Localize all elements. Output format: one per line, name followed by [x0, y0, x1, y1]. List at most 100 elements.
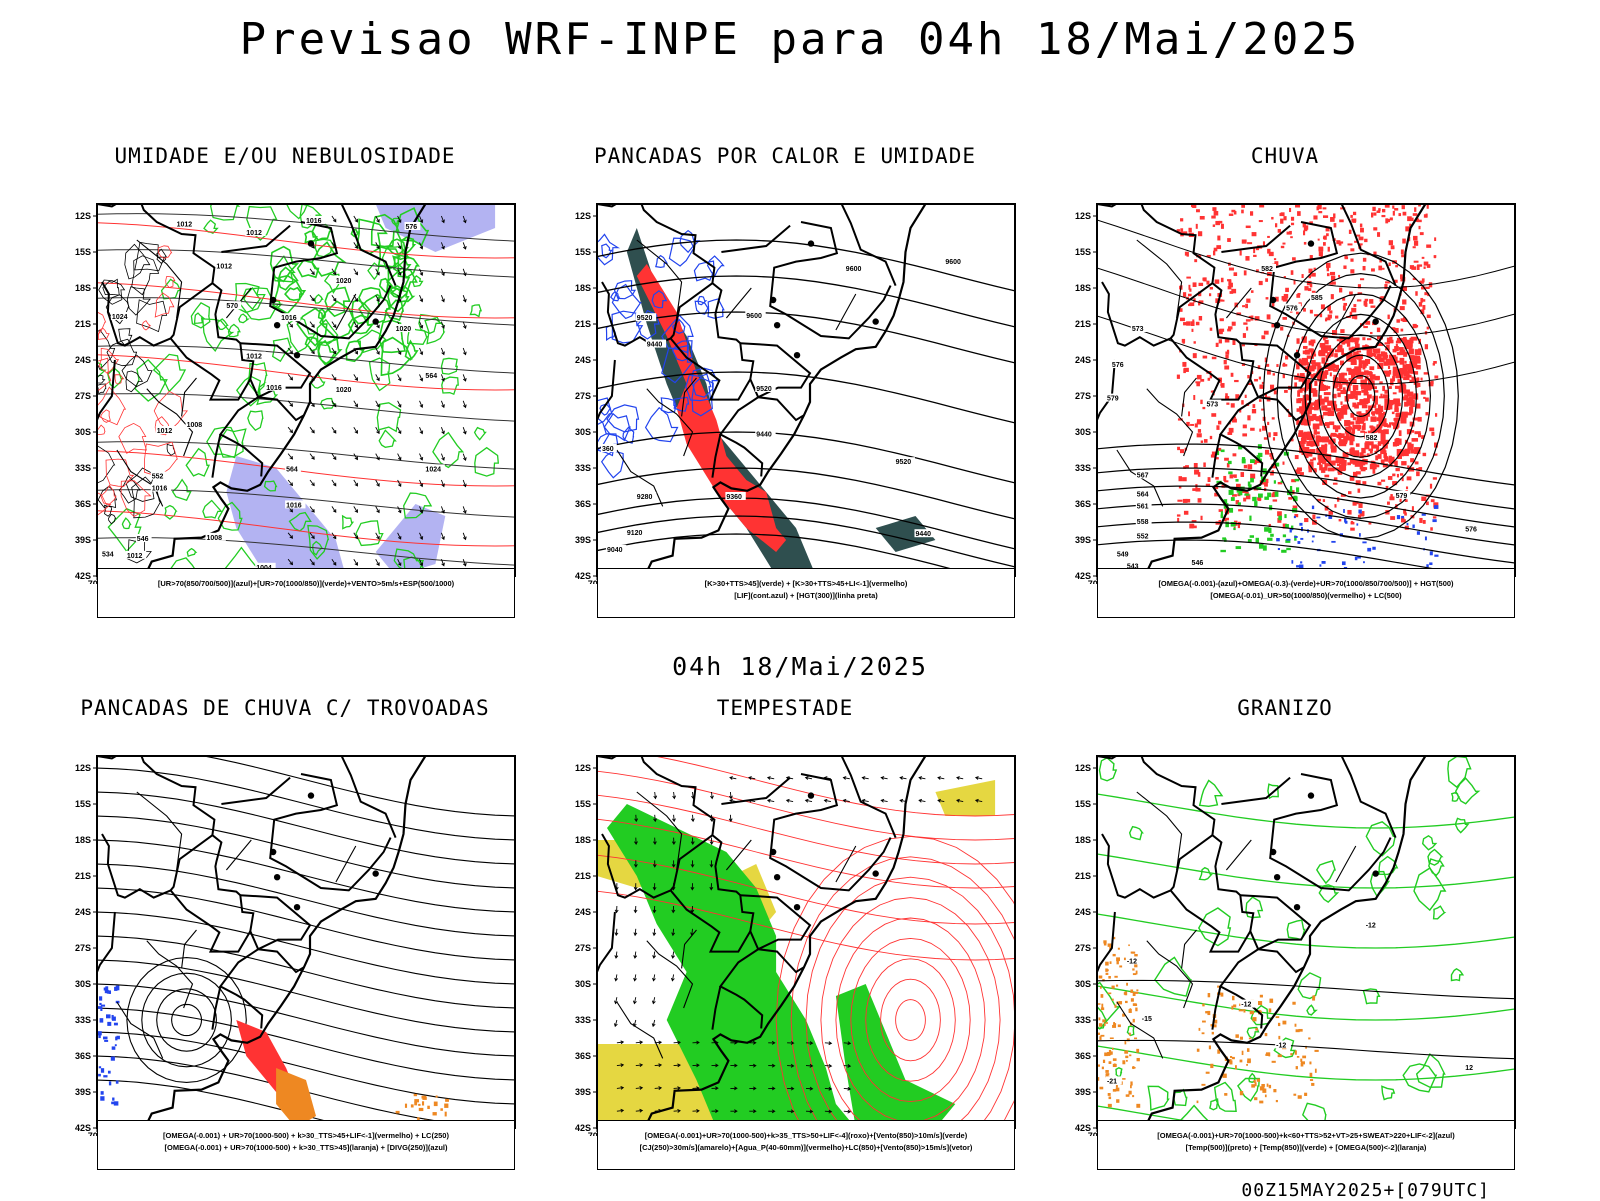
ur-lower-contours-contour [227, 323, 241, 338]
temp850-lines [1097, 793, 1515, 1128]
rain-red-cells-cell [1218, 220, 1223, 224]
rain-red-core-cell [1376, 336, 1383, 340]
omega500-west-cell [1122, 1060, 1126, 1065]
ur-lower-contours-contour [355, 520, 384, 547]
rain-red-core-cell [1349, 458, 1355, 464]
lif-contours-contour [597, 397, 613, 426]
rain-red-core-cell [1371, 404, 1377, 408]
rain-red-cells-cell [1426, 204, 1429, 209]
lat-tick-label: 24S [575, 907, 591, 917]
rain-red-cells-cell [1177, 446, 1181, 451]
rain-red-core-cell [1358, 360, 1366, 365]
hgt300-lines-line [597, 371, 1015, 424]
omega500-west-cell [1112, 953, 1116, 957]
rain-red-cells-cell [1258, 399, 1262, 402]
rain-red-core-cell [1311, 364, 1317, 370]
rain-red-cells-cell [1317, 238, 1320, 241]
ur-lower-contours-contour [432, 431, 465, 469]
rain-red-cells-cell [1371, 268, 1375, 272]
rain-red-cells-cell [1302, 222, 1306, 228]
state-border [1136, 239, 1183, 319]
rain-red-cells-cell [1282, 373, 1285, 379]
rain-red-cells-cell [1236, 312, 1242, 316]
rain-red-cells-cell [1373, 251, 1377, 255]
rain-red-cells-cell [1386, 424, 1392, 428]
contour-label: 564 [286, 466, 298, 473]
omega-green-cells-cell [1275, 462, 1280, 467]
omega500-west-cell [1119, 1001, 1123, 1005]
omega500-band-cell [1273, 1088, 1277, 1093]
ur-lower-contours-contour [376, 402, 402, 433]
omega500-band-cell [1275, 1016, 1280, 1019]
country-border [1169, 889, 1252, 953]
rain-red-cells-cell [1280, 218, 1284, 224]
wind850-vectors-vector [749, 1040, 757, 1045]
contour-label: 9040 [607, 547, 623, 554]
wind850-vectors-vector [749, 1063, 757, 1068]
omega-green-cells-cell [1252, 496, 1257, 502]
rain-red-cells-cell [1187, 293, 1192, 297]
rain-red-core-cell [1372, 467, 1376, 474]
omega-blue-cells-cell [1316, 516, 1321, 519]
wind850-vectors-vector [730, 1063, 738, 1068]
omega500-west-cell [1105, 1022, 1109, 1024]
wind850-vectors-vector [671, 860, 676, 868]
rain-red-core-cell [1306, 414, 1310, 420]
rain-red-cells-cell [1348, 491, 1352, 495]
rain-red-cells-cell [1369, 425, 1374, 429]
rain-red-cells-cell [1214, 457, 1219, 460]
rain-red-core-cell [1407, 443, 1414, 451]
thickness-lines-line [97, 282, 515, 319]
ur-lower-contours-contour [247, 362, 268, 395]
ur-lower-core-contour [392, 255, 412, 274]
omega-green-cells-cell [1225, 521, 1229, 528]
rain-red-cells-cell [1347, 243, 1353, 246]
wind850-vectors-vector [711, 1086, 719, 1091]
omega500-band-cell [1295, 1029, 1300, 1033]
rain-red-core-cell [1356, 353, 1361, 360]
rain-red-cells-cell [1366, 338, 1372, 341]
rain-red-cells-cell [1421, 496, 1427, 502]
hgt300-lines-line [597, 275, 1015, 328]
rain-red-cells-cell [1241, 363, 1246, 367]
omega500-band-cell [1294, 1023, 1297, 1027]
ur-lower-contours-contour [121, 517, 132, 530]
rain-red-core-cell [1409, 406, 1414, 414]
omega500-west-cell [1125, 1000, 1128, 1004]
lat-tick-label: 15S [1075, 799, 1091, 809]
rain-red-cells-cell [1352, 211, 1357, 216]
rain-red-core-cell [1308, 348, 1313, 353]
rain-red-cells-cell [1404, 360, 1407, 364]
label-bg [1130, 324, 1147, 332]
label-bg [1125, 561, 1142, 570]
rain-red-cells-cell [1365, 320, 1371, 325]
temp850-contours-contour [1098, 756, 1118, 782]
rain-red-cells-cell [1425, 412, 1429, 416]
rain-red-core-cell [1332, 433, 1338, 437]
lat-tick-label: 27S [1075, 943, 1091, 953]
rain-red-cells-cell [1371, 212, 1374, 218]
wind-vectors-vector [331, 400, 337, 408]
rain-red-core-cell [1384, 456, 1389, 462]
wind-vectors-vector [353, 374, 358, 382]
rain-red-cells-cell [1242, 305, 1246, 308]
divg-blue-cells-cell [106, 989, 109, 994]
rain-red-cells-cell [1178, 486, 1182, 489]
label-bg [1309, 292, 1326, 301]
country-border [97, 756, 264, 1029]
temp850-lines-line [1097, 853, 1515, 889]
rain-red-cells-cell [1189, 288, 1192, 292]
ur-lower-contours-contour [246, 205, 278, 241]
contour-label: 546 [1192, 560, 1204, 567]
rain-red-cells-cell [1294, 375, 1299, 380]
wind850-vectors-vector [805, 1063, 814, 1068]
rain-red-core-cell [1379, 381, 1383, 385]
rain-red-cells-cell [1235, 500, 1240, 505]
lat-tick-label: 21S [1075, 319, 1091, 329]
rain-red-cells-cell [1210, 390, 1213, 393]
rain-red-cells-cell [1359, 512, 1364, 517]
rain-red-cells-cell [1296, 294, 1301, 298]
rain-red-core-cell [1360, 379, 1368, 387]
map-content [597, 756, 1015, 1128]
rain-red-cells-cell [1350, 412, 1355, 418]
